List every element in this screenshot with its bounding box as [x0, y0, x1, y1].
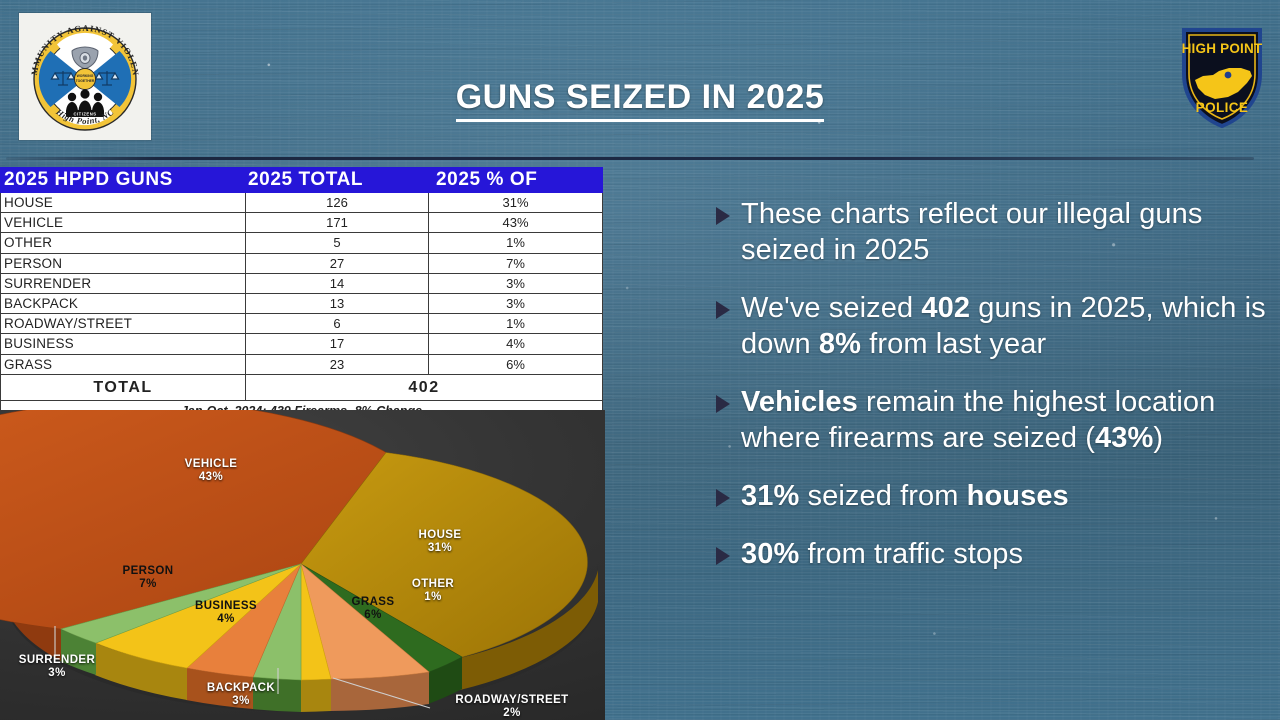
pie-label-roadway: ROADWAY/STREET 2%: [455, 694, 569, 719]
pie-label-grass: GRASS 6%: [351, 596, 395, 621]
table-row: BACKPACK 13 3%: [0, 293, 603, 315]
cell-total: 17: [245, 333, 429, 355]
cell-total-label: TOTAL: [0, 373, 246, 401]
cell-location: BUSINESS: [0, 333, 246, 355]
pie-label-other: OTHER 1%: [411, 578, 455, 603]
bullet-triangle-icon: [716, 301, 730, 319]
table-total-row: TOTAL 402: [0, 373, 603, 401]
table-row: GRASS 23 6%: [0, 353, 603, 375]
table-header-location: 2025 HPPD GUNS: [0, 167, 246, 193]
cell-total: 27: [245, 252, 429, 274]
north-carolina-outline-icon: [1195, 68, 1252, 99]
cell-total: 126: [245, 191, 429, 214]
bullet-text: We've seized 402 guns in 2025, which is …: [741, 292, 1266, 360]
cell-location: HOUSE: [0, 191, 246, 214]
bullet-triangle-icon: [716, 547, 730, 565]
cell-total: 23: [245, 353, 429, 375]
table-row: PERSON 27 7%: [0, 252, 603, 274]
pie-slice-house: [300, 452, 588, 658]
table-header-row: 2025 HPPD GUNS 2025 TOTAL 2025 % OF: [0, 167, 603, 193]
bullet-text: These charts reflect our illegal guns se…: [741, 198, 1203, 266]
cell-total-value: 402: [245, 373, 603, 401]
police-shield-icon: HIGH POINT POLICE: [1182, 28, 1263, 129]
pie-label-business: BUSINESS 4%: [195, 600, 257, 625]
guns-seized-table: 2025 HPPD GUNS 2025 TOTAL 2025 % OF HOUS…: [0, 167, 603, 423]
bullet-triangle-icon: [716, 489, 730, 507]
bullet-triangle-icon: [716, 395, 730, 413]
table-body: HOUSE 126 31% VEHICLE 171 43% OTHER 5 1% PERSON 27…: [0, 191, 603, 423]
table-row: VEHICLE 171 43%: [0, 212, 603, 234]
pie-label-backpack: BACKPACK 3%: [206, 682, 276, 707]
pie-leader-lines: [54, 626, 431, 709]
table-header: 2025 HPPD GUNS 2025 TOTAL 2025 % OF: [0, 167, 603, 193]
high-point-police-badge: HIGH POINT POLICE: [1176, 20, 1268, 132]
bullet-item-b3: Vehicles remain the highest location whe…: [716, 384, 1268, 456]
table-row: BUSINESS 17 4%: [0, 333, 603, 355]
table-header-total: 2025 TOTAL: [245, 167, 429, 193]
bullet-item-b1: These charts reflect our illegal guns se…: [716, 196, 1268, 268]
bullet-text: 31% seized from houses: [741, 480, 1069, 512]
pie-slice-vehicle: [0, 410, 387, 630]
bullet-triangle-icon: [716, 207, 730, 225]
badge-line2: POLICE: [1196, 100, 1249, 115]
cell-location: SURRENDER: [0, 272, 246, 295]
table-row: HOUSE 126 31%: [0, 191, 603, 214]
page-title: GUNS SEIZED IN 2025: [455, 78, 825, 122]
cell-location: PERSON: [0, 252, 246, 274]
cell-total: 14: [245, 272, 429, 295]
pie-label-house: HOUSE 31%: [418, 529, 462, 554]
pie-depth-wall: [4, 564, 598, 712]
pie-label-surrender: SURRENDER 3%: [18, 654, 96, 679]
bullet-list: These charts reflect our illegal guns se…: [716, 196, 1268, 594]
page-title-wrapper: GUNS SEIZED IN 2025: [0, 78, 1280, 122]
cell-location: BACKPACK: [0, 293, 246, 315]
cell-location: OTHER: [0, 232, 246, 254]
bullet-item-b5: 30% from traffic stops: [716, 536, 1268, 572]
table-row: OTHER 5 1%: [0, 232, 603, 254]
cell-percent: 31%: [428, 191, 603, 214]
bullet-text: Vehicles remain the highest location whe…: [741, 386, 1216, 454]
title-divider-rule: [6, 157, 1254, 160]
cell-percent: 43%: [428, 212, 603, 234]
pie-chart-graphic: [0, 410, 598, 712]
cell-location: GRASS: [0, 353, 246, 375]
cell-total: 6: [245, 313, 429, 335]
cell-percent: 6%: [428, 353, 603, 375]
cell-percent: 7%: [428, 252, 603, 274]
cell-percent: 3%: [428, 272, 603, 295]
leader-line-roadway: [332, 677, 431, 709]
cell-total: 171: [245, 212, 429, 234]
seal-banner-text: CITIZENS: [73, 112, 96, 117]
guns-seized-pie-chart: VEHICLE 43% HOUSE 31% OTHER 1% GRASS 6% BUSI…: [0, 410, 605, 720]
community-against-violence-seal-icon: WORKING TOGETHER CITIZENS COMMUNITY AGAI…: [15, 5, 140, 131]
cell-percent: 1%: [428, 313, 603, 335]
seal-center-text-line1: WORKING: [77, 74, 94, 78]
table-row: ROADWAY/STREET 6 1%: [0, 313, 603, 335]
bullet-item-b4: 31% seized from houses: [716, 478, 1268, 514]
cell-location: ROADWAY/STREET: [0, 313, 246, 335]
community-against-violence-logo: WORKING TOGETHER CITIZENS COMMUNITY AGAI…: [15, 5, 151, 140]
cell-total: 13: [245, 293, 429, 315]
cell-percent: 4%: [428, 333, 603, 355]
cell-location: VEHICLE: [0, 212, 246, 234]
cell-total: 5: [245, 232, 429, 254]
badge-line1: HIGH POINT: [1182, 41, 1263, 56]
bullet-text: 30% from traffic stops: [741, 538, 1024, 570]
seal-center-text-line2: TOGETHER: [76, 79, 95, 83]
table-header-percent: 2025 % OF: [428, 167, 603, 193]
bullet-item-b2: We've seized 402 guns in 2025, which is …: [716, 290, 1268, 362]
pie-top-face: [0, 410, 588, 681]
cell-percent: 1%: [428, 232, 603, 254]
pie-slice-surrender: [60, 563, 302, 644]
table-row: SURRENDER 14 3%: [0, 272, 603, 295]
pie-label-vehicle: VEHICLE 43%: [184, 458, 238, 483]
cell-percent: 3%: [428, 293, 603, 315]
pie-label-person: PERSON 7%: [122, 565, 174, 590]
